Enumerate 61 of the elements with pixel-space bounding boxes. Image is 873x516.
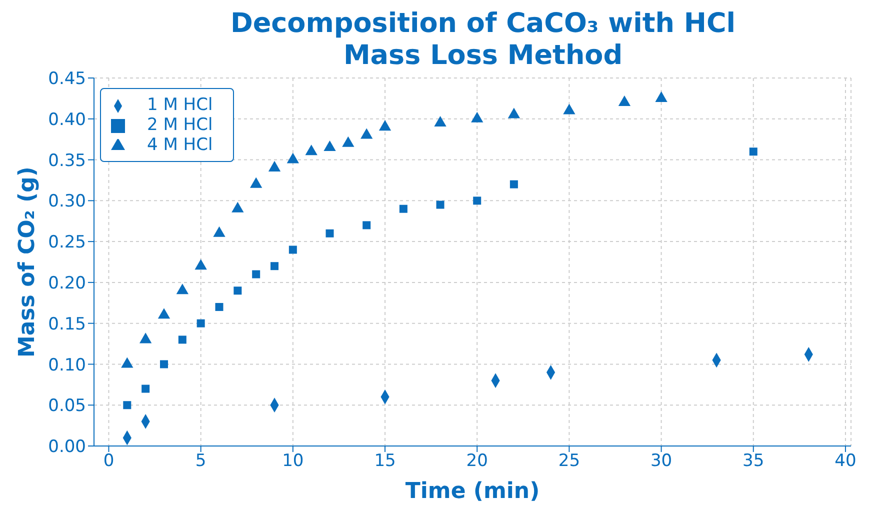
x-axis-title: Time (min) [405,479,540,504]
point [655,91,668,102]
point [194,259,207,270]
y-tick-label: 0.35 [48,150,86,171]
point [286,152,299,164]
point [142,384,150,393]
y-tick-label: 0.40 [48,110,86,130]
y-axis-title: Mass of CO₂ (g) [14,166,40,358]
legend-label: 1 M HCl [147,95,213,115]
point [360,128,373,139]
point [471,112,484,122]
y-tick-label: 0.10 [48,355,86,376]
x-tick-label: 15 [374,451,396,472]
point [473,196,482,205]
point [362,221,371,230]
x-tick-label: 40 [834,451,856,472]
point [324,140,336,152]
point [378,120,392,131]
point [232,202,244,212]
y-tick-label: 0.00 [48,437,86,458]
legend-label: 4 M HCl [147,135,213,155]
point [508,108,520,118]
y-tick-label: 0.20 [48,273,86,294]
point [234,286,242,295]
point [196,319,205,328]
y-tick-label: 0.05 [48,396,86,416]
point [618,96,631,106]
point [158,308,170,319]
point [288,246,297,254]
point [342,136,354,147]
x-tick-label: 10 [282,451,304,472]
point [178,336,186,344]
x-tick-label: 35 [742,451,764,472]
point [434,116,446,126]
x-tick-label: 5 [195,451,206,472]
y-tick-label: 0.25 [48,232,86,253]
x-tick-label: 20 [466,451,488,472]
point [305,144,318,156]
point [213,226,226,237]
point [563,104,576,114]
y-tick-label: 0.45 [48,69,86,90]
point [215,302,224,311]
point [252,270,260,278]
point [250,177,262,188]
point [139,332,152,344]
x-tick-label: 0 [103,451,114,472]
point [176,284,188,294]
point [123,401,132,410]
point [510,180,518,188]
point [160,360,168,368]
x-tick-label: 30 [650,451,672,472]
point [399,204,408,213]
point [270,262,278,270]
y-tick-label: 0.15 [48,314,86,334]
legend-label: 2 M HCl [147,115,213,135]
point [268,160,281,172]
y-tick-label: 0.30 [48,192,86,212]
chart-title: Decomposition of CaCO₃ with HCl Mass Loss Method [229,8,737,72]
x-tick-label: 25 [558,451,580,472]
point [326,229,334,238]
point [436,200,444,209]
